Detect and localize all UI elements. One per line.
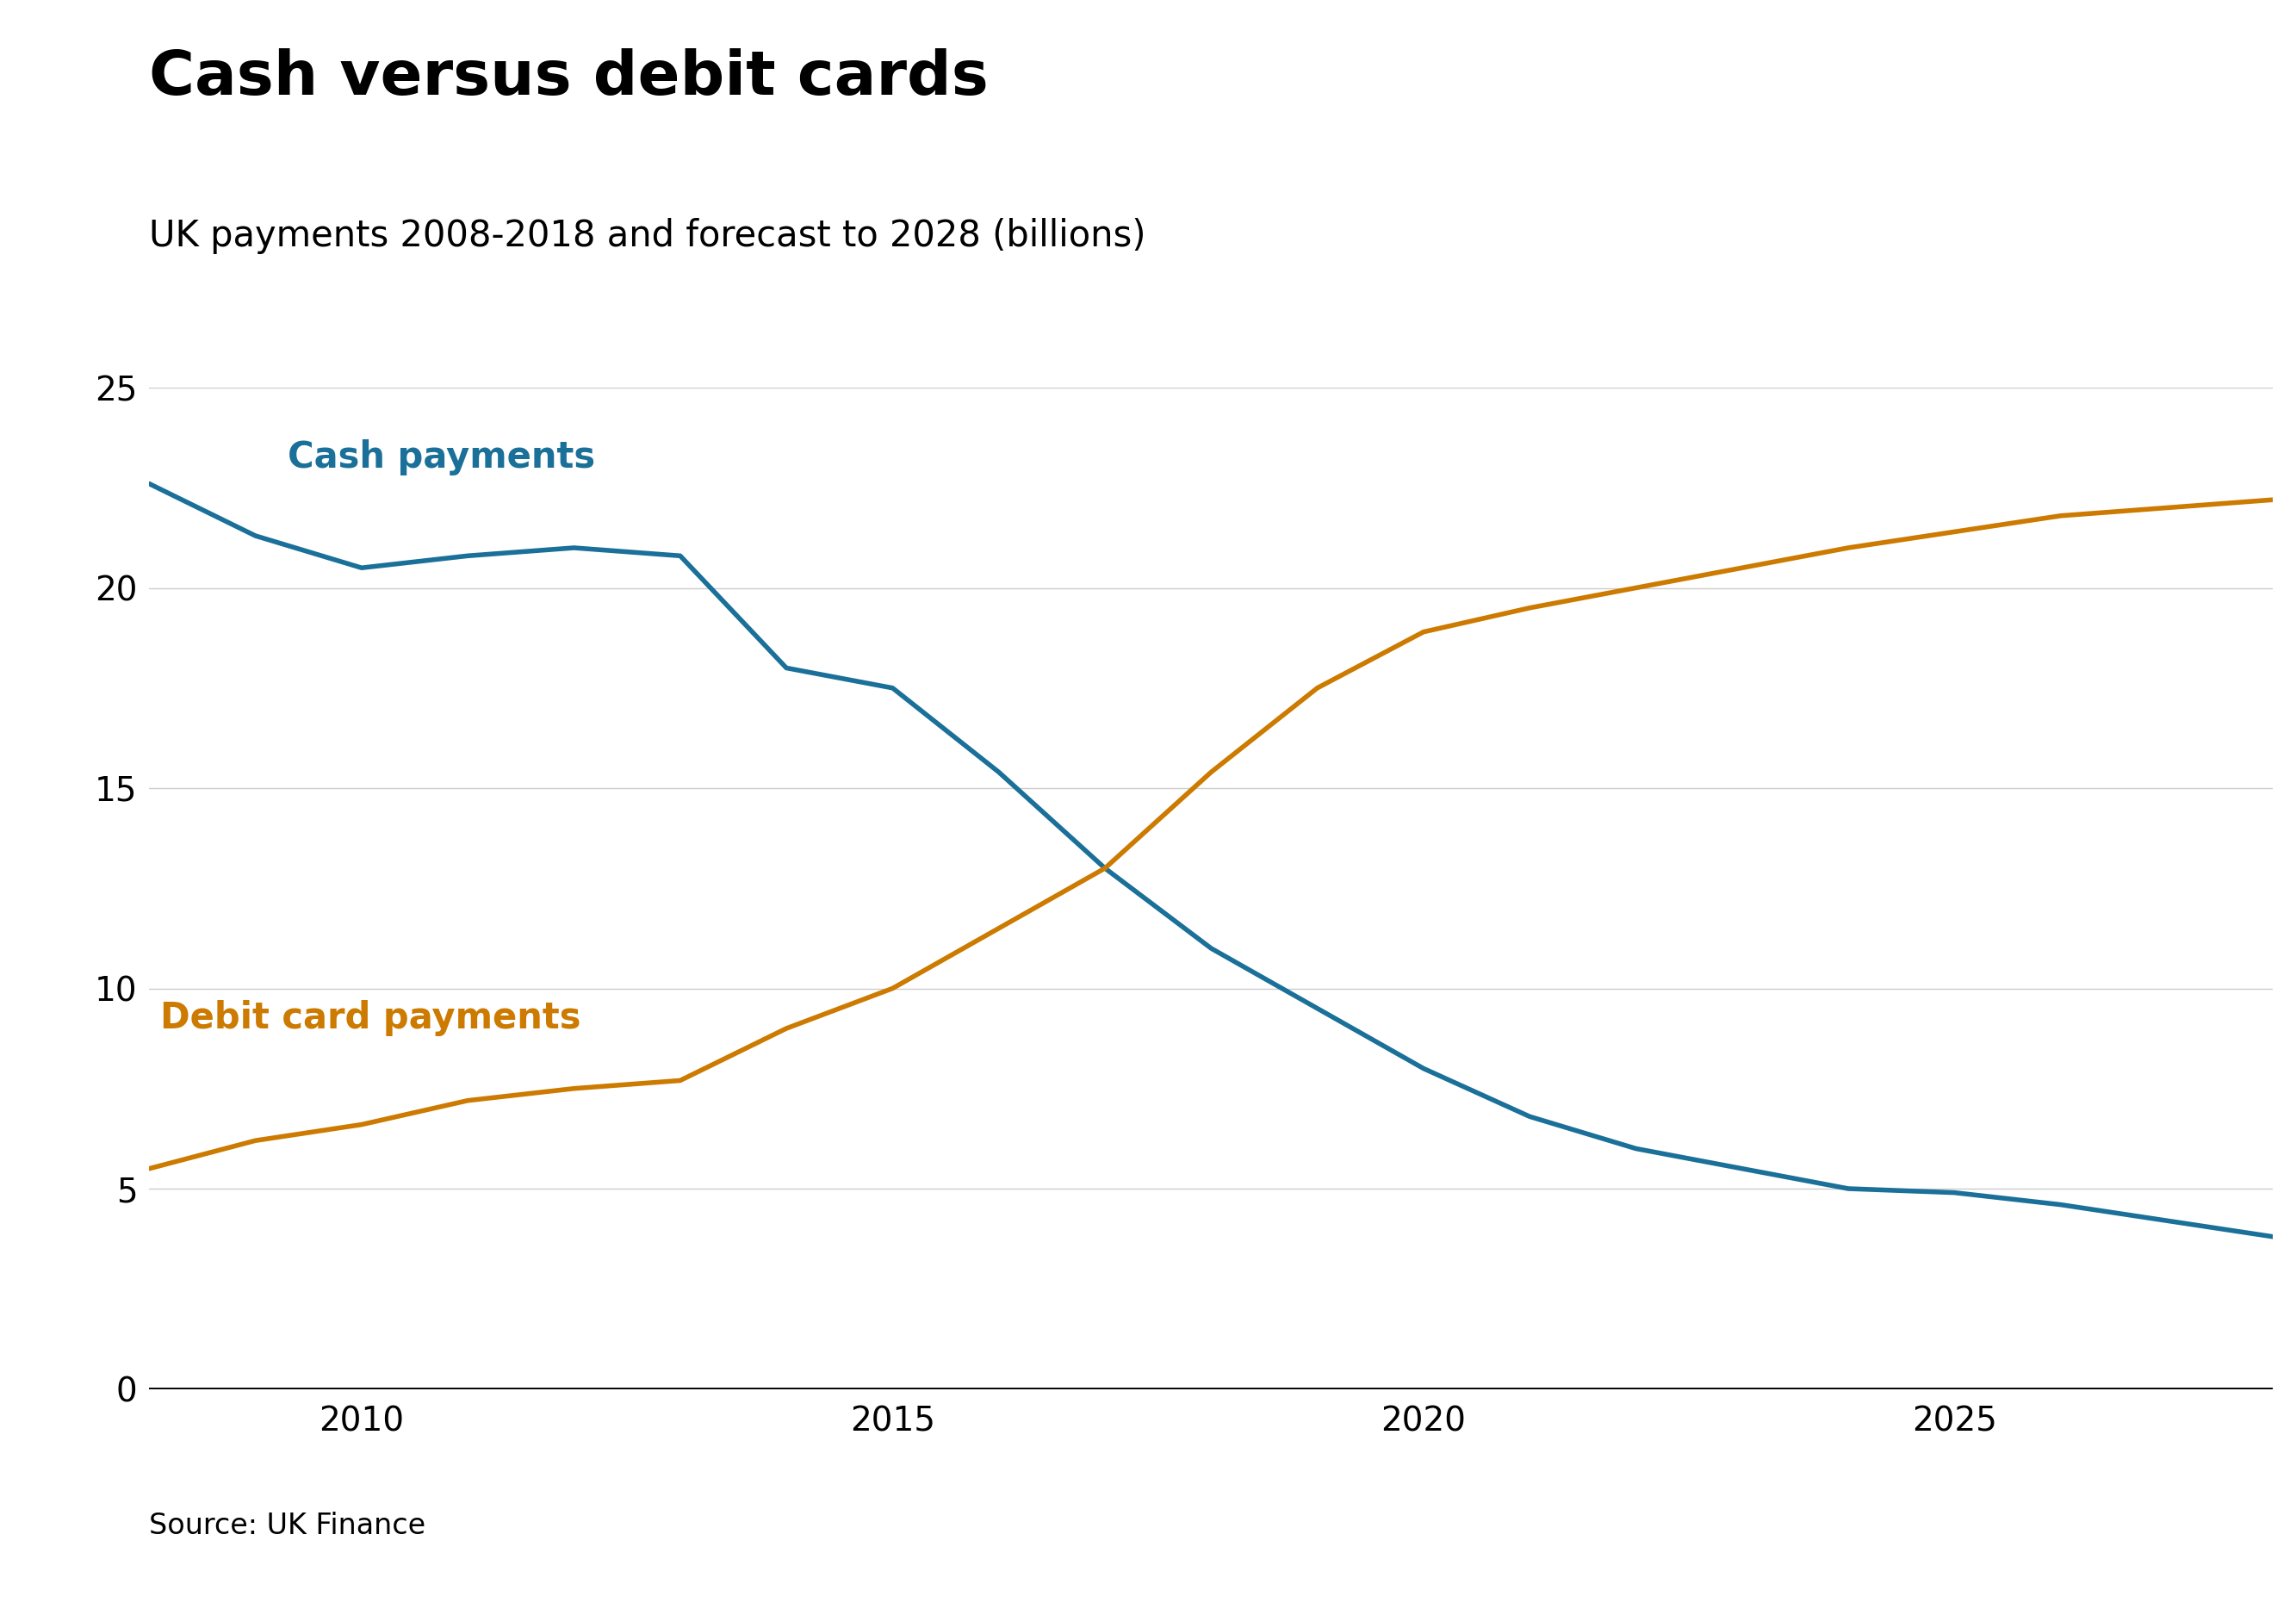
Text: Source: UK Finance: Source: UK Finance	[149, 1512, 425, 1541]
Text: B: B	[2018, 1525, 2046, 1558]
Text: Cash payments: Cash payments	[287, 439, 595, 476]
Text: C: C	[2211, 1525, 2239, 1558]
Text: Debit card payments: Debit card payments	[161, 1000, 581, 1037]
Text: B: B	[2115, 1525, 2142, 1558]
Text: UK payments 2008-2018 and forecast to 2028 (billions): UK payments 2008-2018 and forecast to 20…	[149, 218, 1146, 254]
Text: Cash versus debit cards: Cash versus debit cards	[149, 48, 990, 108]
